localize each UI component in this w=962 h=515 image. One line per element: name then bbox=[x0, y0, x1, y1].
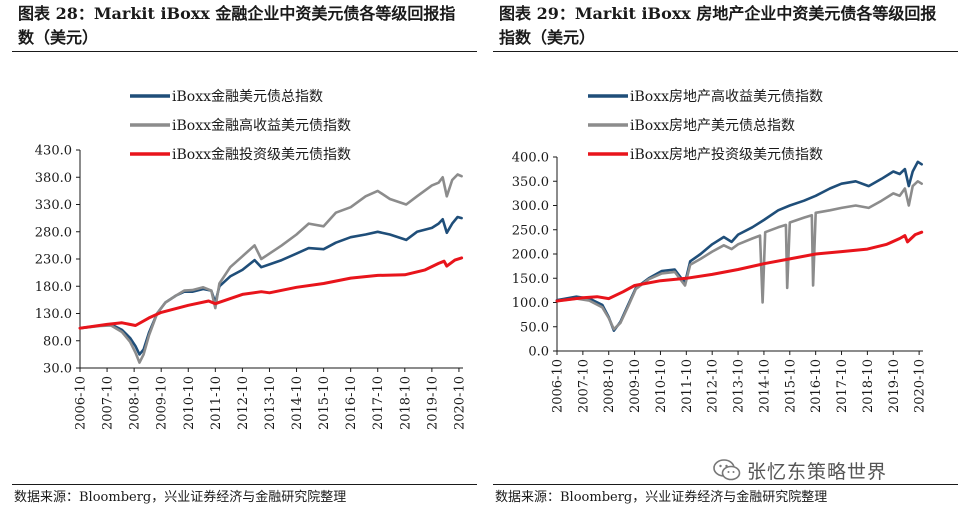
wechat-icon bbox=[713, 459, 741, 481]
chart-title-28: 图表 28：Markit iBoxx 金融企业中资美元债各等级回报指数（美元） bbox=[18, 4, 456, 47]
source-rule bbox=[493, 484, 958, 485]
x-tick-label: 2013-10 bbox=[732, 359, 747, 413]
y-tick-label: 380.0 bbox=[35, 171, 72, 186]
y-tick-label: 250.0 bbox=[512, 223, 549, 238]
x-tick-label: 2017-10 bbox=[835, 359, 850, 413]
x-tick-label: 2012-10 bbox=[236, 376, 251, 430]
x-tick-label: 2012-10 bbox=[706, 359, 721, 413]
x-tick-label: 2014-10 bbox=[290, 376, 305, 430]
legend-label: iBoxx房地产高收益美元债指数 bbox=[630, 88, 823, 105]
line-chart-financial: 30.0 80.0 130.0 180.0 230.0 280.0 330.0 380.0 43… bbox=[35, 89, 468, 430]
x-tick-label: 2006-10 bbox=[551, 359, 566, 413]
x-tick-label: 2007-10 bbox=[101, 376, 116, 430]
chart-panel-28: 图表 28：Markit iBoxx 金融企业中资美元债各等级回报指数（美元） … bbox=[12, 4, 477, 505]
title-rule bbox=[12, 51, 477, 52]
x-tick-label: 2014-10 bbox=[757, 359, 772, 413]
series-line-2 bbox=[78, 173, 463, 364]
x-tick-label: 2018-10 bbox=[861, 359, 876, 413]
x-tick-label: 2008-10 bbox=[128, 376, 143, 430]
x-tick-label: 2010-10 bbox=[182, 376, 197, 430]
y-tick-label: 80.0 bbox=[43, 334, 72, 349]
x-tick-label: 2020-10 bbox=[452, 376, 467, 430]
x-tick-label: 2013-10 bbox=[263, 376, 278, 430]
x-tick-label: 2006-10 bbox=[74, 376, 89, 430]
y-tick-label: 0.0 bbox=[528, 345, 549, 360]
series-line-3 bbox=[78, 256, 464, 330]
legend-label: iBoxx房地产投资级美元债指数 bbox=[630, 147, 823, 163]
y-tick-label: 150.0 bbox=[512, 272, 549, 287]
series-line-1 bbox=[78, 215, 463, 356]
legend-label: iBoxx金融美元债总指数 bbox=[172, 89, 323, 105]
y-tick-label: 180.0 bbox=[35, 280, 72, 295]
y-tick-label: 50.0 bbox=[520, 320, 549, 335]
y-tick-label: 30.0 bbox=[43, 362, 72, 377]
line-chart-real-estate: 0.0 50.0 100.0 150.0 200.0 250.0 300.0 350.0 400… bbox=[512, 88, 928, 413]
x-tick-label: 2016-10 bbox=[809, 359, 824, 413]
chart-panel-29: 图表 29：Markit iBoxx 房地产企业中资美元债各等级回报指数（美元）… bbox=[481, 0, 962, 515]
y-tick-label: 430.0 bbox=[35, 144, 72, 159]
y-tick-label: 130.0 bbox=[35, 307, 72, 322]
legend-label: iBoxx金融投资级美元债指数 bbox=[172, 147, 351, 163]
watermark: 张忆东策略世界 bbox=[713, 455, 887, 485]
source-note-28: 数据来源：Bloomberg，兴业证券经济与金融研究院整理 bbox=[14, 490, 347, 505]
y-tick-label: 400.0 bbox=[512, 151, 549, 166]
x-tick-label: 2011-10 bbox=[209, 376, 224, 430]
x-tick-label: 2018-10 bbox=[398, 376, 413, 430]
x-tick-label: 2016-10 bbox=[344, 376, 359, 430]
x-tick-label: 2010-10 bbox=[654, 359, 669, 413]
x-tick-label: 2019-10 bbox=[425, 376, 440, 430]
y-tick-label: 100.0 bbox=[512, 296, 549, 311]
series-line-1 bbox=[555, 160, 924, 332]
x-tick-label: 2019-10 bbox=[887, 359, 902, 413]
y-tick-label: 280.0 bbox=[35, 225, 72, 240]
x-tick-label: 2020-10 bbox=[913, 359, 928, 413]
y-tick-label: 350.0 bbox=[512, 175, 549, 190]
y-tick-label: 330.0 bbox=[35, 198, 72, 213]
x-tick-label: 2017-10 bbox=[371, 376, 386, 430]
y-tick-label: 300.0 bbox=[512, 199, 549, 214]
chart-title-29: 图表 29：Markit iBoxx 房地产企业中资美元债各等级回报指数（美元） bbox=[499, 4, 937, 47]
series-line-2 bbox=[555, 180, 924, 331]
x-tick-label: 2015-10 bbox=[783, 359, 798, 413]
series-line-3 bbox=[555, 230, 924, 303]
y-tick-label: 200.0 bbox=[512, 248, 549, 263]
legend-label: iBoxx金融高收益美元债指数 bbox=[172, 117, 351, 134]
title-rule bbox=[493, 51, 958, 52]
x-tick-label: 2009-10 bbox=[155, 376, 170, 430]
legend-label: iBoxx房地产美元债总指数 bbox=[630, 118, 795, 134]
x-tick-label: 2015-10 bbox=[317, 376, 332, 430]
source-note-29: 数据来源：Bloomberg，兴业证券经济与金融研究院整理 bbox=[495, 490, 828, 505]
x-tick-label: 2008-10 bbox=[602, 359, 617, 413]
x-tick-label: 2007-10 bbox=[576, 359, 591, 413]
x-tick-label: 2009-10 bbox=[628, 359, 643, 413]
source-rule bbox=[12, 484, 477, 485]
watermark-text: 张忆东策略世界 bbox=[747, 460, 888, 483]
y-tick-label: 230.0 bbox=[35, 253, 72, 268]
x-tick-label: 2011-10 bbox=[680, 359, 695, 413]
